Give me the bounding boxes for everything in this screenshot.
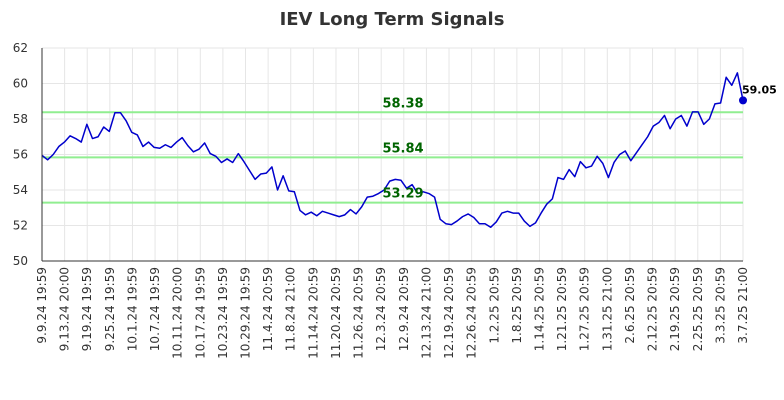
x-tick-label: 9.9.24 19:59 <box>35 267 49 344</box>
x-tick-label: 1.2.25 20:59 <box>487 267 501 344</box>
x-tick-label: 11.20.24 20:59 <box>329 267 343 359</box>
x-tick-label: 10.11.24 20:00 <box>171 267 185 359</box>
x-tick-label: 12.19.24 20:59 <box>442 267 456 359</box>
axes: 50 52 54 56 58 60 62 9.9.24 19:59 9.13.24 20:00 9… <box>13 41 750 359</box>
x-tick-label: 9.19.24 19:59 <box>80 267 94 351</box>
signal-label: 53.29 <box>382 187 423 202</box>
labels: 58.38 55.84 53.29 59.05 <box>382 83 776 201</box>
last-value-label: 59.05 <box>742 83 777 96</box>
x-tick-label: 2.6.25 20:59 <box>623 267 637 344</box>
series <box>41 72 747 229</box>
x-tick-label: 1.31.25 21:00 <box>600 267 614 351</box>
x-tick-label: 12.3.24 20:59 <box>374 267 388 351</box>
x-tick-label: 3.7.25 21:00 <box>736 267 750 344</box>
grid <box>41 47 744 262</box>
y-tick-label: 52 <box>13 219 28 233</box>
x-tick-label: 12.13.24 21:00 <box>419 267 433 359</box>
x-tick-label: 11.4.24 20:59 <box>261 267 275 351</box>
y-tick-label: 60 <box>13 77 28 91</box>
x-tick-label: 10.1.24 19:59 <box>125 267 139 351</box>
x-tick-label: 2.25.25 20:59 <box>691 267 705 351</box>
x-tick-label: 10.23.24 19:59 <box>216 267 230 359</box>
signal-lines <box>42 111 743 204</box>
x-tick-label: 11.14.24 20:59 <box>306 267 320 359</box>
last-point-marker <box>739 96 747 105</box>
x-tick-label: 1.27.25 20:59 <box>578 267 592 351</box>
price-line <box>41 72 744 229</box>
chart-title: IEV Long Term Signals <box>280 9 505 30</box>
x-tick-label: 3.3.25 20:59 <box>713 267 727 344</box>
x-tick-label: 11.8.24 21:00 <box>284 267 298 351</box>
x-tick-label: 10.7.24 19:59 <box>148 267 162 351</box>
x-tick-label: 1.21.25 20:59 <box>555 267 569 351</box>
x-tick-label: 2.12.25 20:59 <box>646 267 660 351</box>
signal-label: 55.84 <box>382 141 423 156</box>
x-tick-label: 2.19.25 20:59 <box>668 267 682 351</box>
x-tick-label: 12.9.24 20:59 <box>397 267 411 351</box>
x-tick-label: 11.26.24 20:59 <box>352 267 366 359</box>
y-tick-label: 58 <box>13 112 28 126</box>
x-tick-label: 12.26.24 20:59 <box>465 267 479 359</box>
y-tick-label: 62 <box>13 41 28 55</box>
x-tick-label: 1.14.25 20:59 <box>532 267 546 351</box>
y-tick-label: 50 <box>13 254 28 268</box>
x-tick-label: 10.29.24 19:59 <box>239 267 253 359</box>
x-tick-label: 9.25.24 19:59 <box>103 267 117 351</box>
x-tick-label: 10.17.24 19:59 <box>193 267 207 359</box>
x-tick-label: 9.13.24 20:00 <box>58 267 72 351</box>
signal-label: 58.38 <box>382 96 423 111</box>
x-tick-label: 1.8.25 20:59 <box>510 267 524 344</box>
y-tick-label: 54 <box>13 183 28 197</box>
y-tick-label: 56 <box>13 148 28 162</box>
